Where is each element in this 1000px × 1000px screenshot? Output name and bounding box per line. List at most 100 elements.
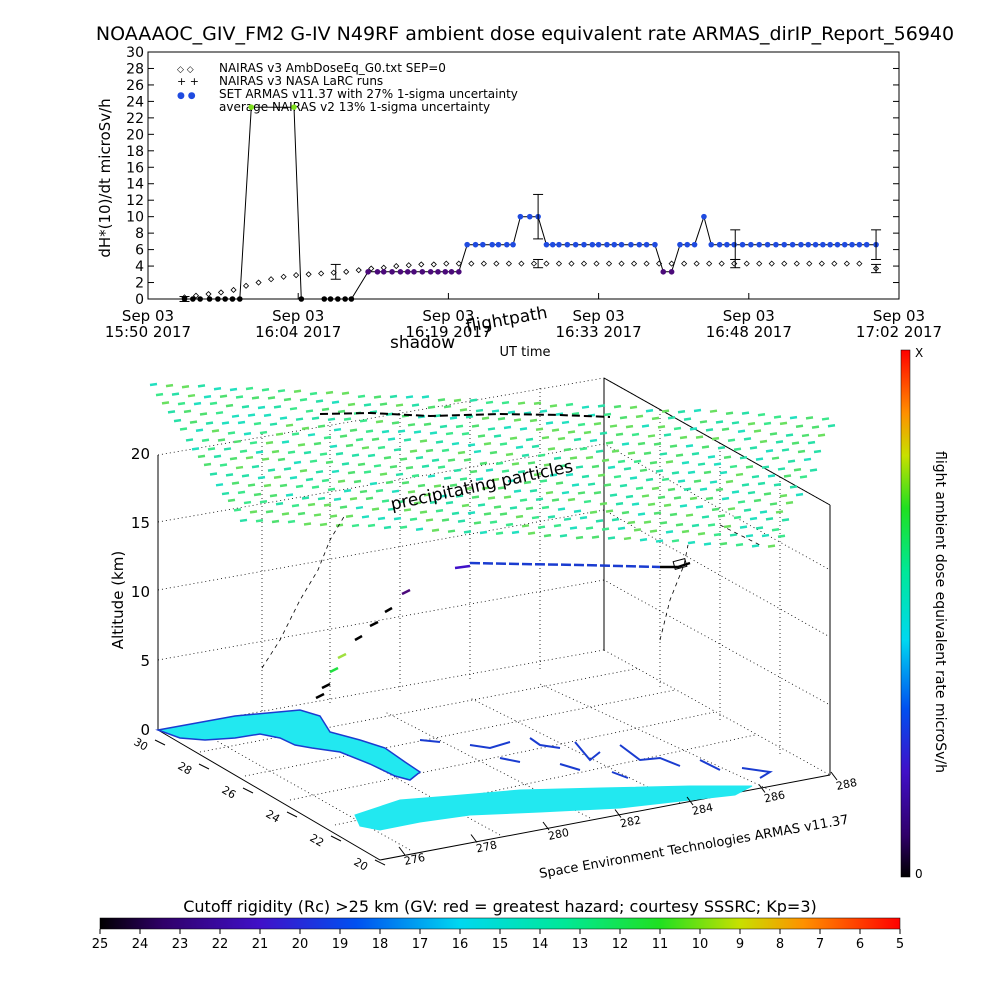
latitude-tick-label: 20 [352,855,371,873]
legend-label-nairas3: NAIRAS v3 AmbDoseEq_G0.txt SEP=0 [219,61,446,75]
armas-point [595,241,602,248]
particle-dash [621,442,630,446]
armas-point [342,296,348,302]
y-tick-label: 30 [126,45,144,61]
nairas-point [217,289,225,296]
particle-dash [545,421,554,425]
longitude-tick-label: 288 [835,776,858,793]
particle-dash [785,433,794,437]
particle-dash [327,417,336,422]
armas-point [248,104,255,110]
particle-dash [429,500,438,504]
particle-dash [275,432,284,436]
particle-dash [207,447,216,451]
particle-dash [549,473,558,477]
armas-point [448,269,455,275]
particle-dash [565,402,574,407]
particle-dash [593,490,602,495]
particle-dash [469,398,478,402]
particle-dash [523,480,532,485]
particle-dash [497,486,506,490]
particle-dash [347,470,356,475]
particle-dash [249,441,258,445]
particle-dash [267,396,276,400]
particle-dash [809,468,818,472]
particle-dash [795,424,804,428]
particle-dash [253,421,262,426]
particle-dash [717,445,726,450]
nairas-point [255,279,262,286]
particle-dash [655,469,664,473]
nairas-point [405,262,412,269]
particle-dash [291,432,300,436]
particle-dash [727,438,736,442]
latitude-tick-label: 28 [176,759,195,777]
particle-dash [297,443,306,447]
particle-dash [797,449,806,454]
shadow-path-left [261,514,346,669]
particle-dash [747,490,756,495]
x-tick-label-date: Sep 03 [873,307,925,325]
scene-grid [157,377,831,851]
particle-dash [619,415,628,420]
particle-dash [443,476,452,480]
particle-dash [789,415,798,420]
particle-dash [671,471,680,475]
flightpath-label: flightpath [464,303,549,337]
particle-dash [265,440,274,445]
particle-dash [467,443,476,447]
particle-dash [729,533,738,537]
cutoff-tick-label: 16 [452,937,469,952]
particle-dash [585,526,594,530]
y-tick-label: 4 [135,259,144,275]
particle-dash [431,528,440,532]
armas-point [389,269,395,275]
particle-dash [645,477,654,482]
nairas-point [543,260,550,267]
x-tick-label-time: 16:48 2017 [706,323,792,341]
particle-dash [637,441,646,446]
particle-dash [709,480,718,484]
cutoff-tick-label: 20 [292,937,309,952]
particle-dash [775,510,784,514]
particle-dash [503,495,512,499]
particle-dash [615,501,624,506]
particle-dash [407,490,416,494]
nairas-point [530,260,537,267]
altitude-ticks: 0 5 10 15 20 [131,445,150,739]
particle-dash [181,385,190,389]
nairas-point [230,286,237,294]
particle-dash [561,490,570,495]
particle-dash [381,429,390,434]
particle-dash [687,540,696,545]
particle-dash [557,507,566,511]
particle-dash [473,521,482,525]
particle-dash [351,453,360,457]
cutoff-tick-label: 23 [172,937,189,952]
particle-dash [525,437,534,442]
particle-dash [605,441,614,445]
particle-dash [723,524,732,529]
particle-dash [513,489,522,493]
particle-dash [255,518,264,523]
particle-dash [297,511,306,516]
particle-dash [209,472,218,476]
nairas-point [493,260,500,267]
particle-dash [269,422,278,426]
x-tick-label-date: Sep 03 [723,307,775,325]
particle-dash [693,479,702,483]
particle-dash [751,474,760,479]
particle-dash [689,427,698,431]
particle-dash [489,450,498,455]
nairas-point [480,260,487,267]
particle-dash [571,412,580,416]
particle-dash [579,516,588,520]
particle-dash [533,472,542,477]
particle-dash [525,506,534,511]
particle-dash [385,480,394,485]
particle-dash [575,465,584,469]
particle-dash [287,450,296,454]
particle-dash [459,408,468,412]
particle-dash [753,429,762,433]
particle-dash [371,507,380,511]
